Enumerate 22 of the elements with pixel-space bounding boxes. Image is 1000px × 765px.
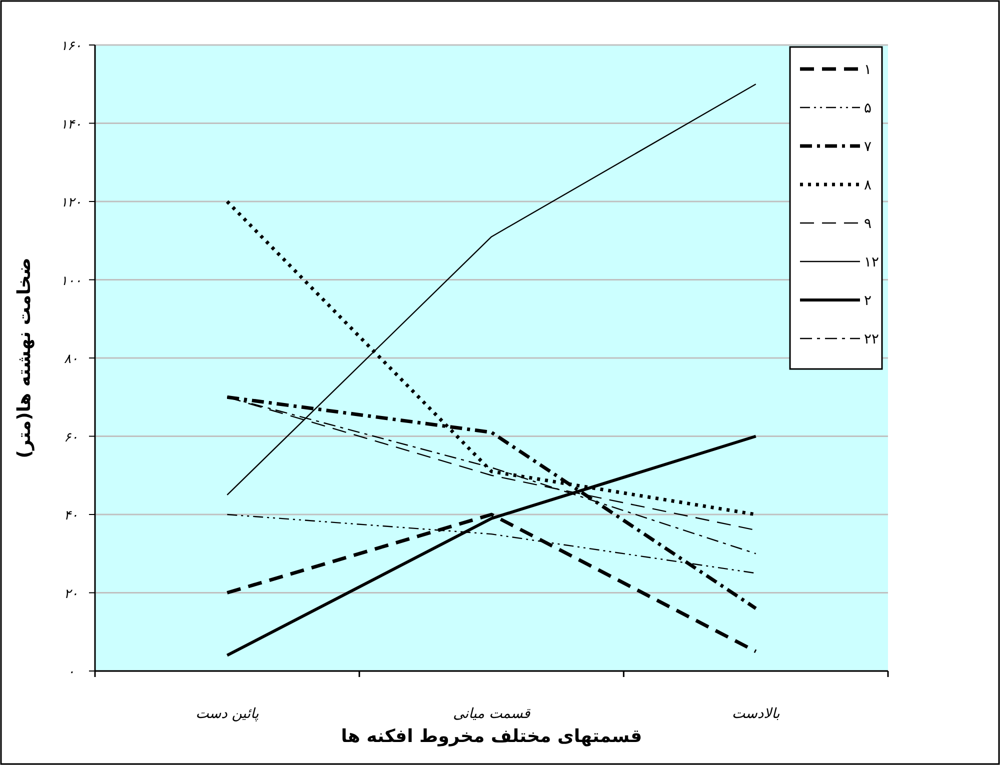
x-axis-title: قسمتهای مختلف مخروط افکنه ها [340, 726, 642, 747]
x-tick-label: پائین دست [196, 706, 259, 722]
legend-label: ۷ [864, 139, 872, 155]
legend-label: ۲ [864, 293, 872, 309]
y-tick-label: ۰ [68, 665, 74, 680]
y-tick-label: ۱۴۰ [60, 117, 82, 132]
legend-label: ۸ [864, 178, 872, 194]
y-axis-title: ضخامت نهشته ها(متر) [14, 258, 35, 458]
y-tick-label: ۶۰ [64, 430, 78, 446]
x-tick-label: بالادست [732, 706, 780, 722]
y-tick-label: ۱۲۰ [60, 196, 82, 210]
legend-label: ۱۲ [864, 254, 880, 270]
legend-label: ۹ [864, 216, 872, 232]
legend-label: ۵ [864, 100, 872, 116]
legend-label: ۱ [864, 62, 872, 78]
y-tick-label: ۱۶۰ [60, 39, 82, 54]
x-tick-label: قسمت میانی [452, 706, 532, 722]
y-tick-label: ۲۰ [64, 586, 78, 602]
y-tick-label: ۴۰ [64, 508, 78, 524]
y-tick-label: ۱۰۰ [60, 274, 82, 289]
legend-label: ۲۲ [864, 332, 880, 348]
y-tick-label: ۸۰ [64, 352, 78, 367]
